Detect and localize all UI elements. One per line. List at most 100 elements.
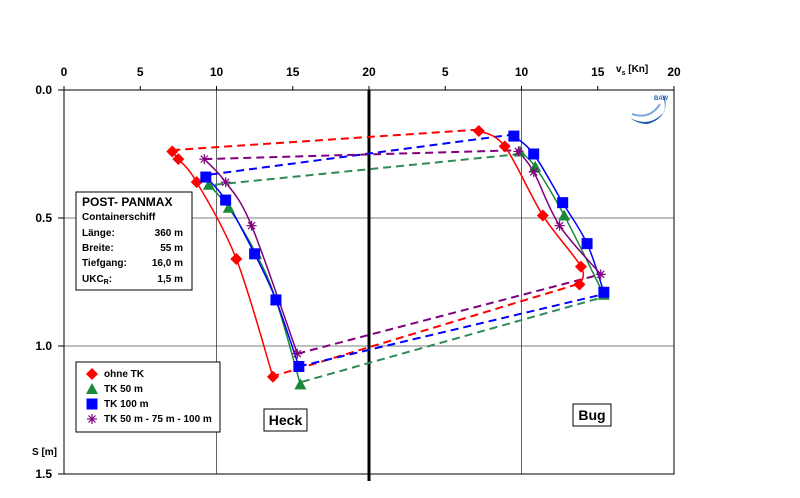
data-point-bug (472, 124, 485, 137)
x-tick-label: 20 (362, 65, 376, 79)
fit-curve-bug (517, 150, 602, 275)
fit-curve-bug (519, 150, 605, 296)
x-axis-ticks: 0 5 10 15 20 5 10 15 20 (61, 65, 681, 90)
info-row-value: 55 m (160, 243, 183, 254)
y-tick-label: 1.5 (35, 467, 52, 481)
panel-label-heck: Heck (263, 408, 308, 432)
data-point-heck (266, 370, 279, 383)
dashed-connector-bottom (271, 283, 577, 378)
data-point-heck (172, 153, 185, 166)
info-row-label: UKCR: (82, 274, 112, 286)
marker-stroke (221, 178, 230, 187)
x-tick-label: 10 (210, 65, 224, 79)
svg-text:Heck: Heck (269, 412, 303, 428)
data-point-bug (558, 209, 571, 221)
data-point-heck (246, 220, 257, 231)
dashed-connector-top (204, 149, 519, 161)
legend-label: ohne TK (104, 369, 145, 380)
data-point-bug (513, 146, 524, 157)
data-point-bug (536, 209, 549, 222)
data-point-heck (249, 248, 261, 260)
x-tick-label: 15 (591, 65, 605, 79)
data-point-heck (293, 360, 305, 372)
svg-text:BAW: BAW (654, 96, 668, 102)
data-point-heck (230, 252, 243, 265)
marker-stroke (293, 349, 302, 358)
fit-curve-heck (203, 158, 299, 354)
x-axis-label: vs [Kn] (616, 64, 648, 77)
data-point-heck (166, 145, 179, 158)
marker-stroke (555, 221, 564, 230)
dashed-connector-top (210, 133, 511, 176)
legend-marker (86, 398, 98, 410)
data-point-bug (508, 130, 520, 142)
data-point-heck (222, 201, 235, 213)
legend: ohne TK TK 50 m TK 100 m TK 50 m - 75 m - 1… (75, 361, 221, 433)
data-markers (166, 124, 610, 390)
data-point-bug (528, 166, 539, 177)
legend-marker (86, 368, 98, 380)
info-title: POST- PANMAX (82, 195, 172, 209)
x-axis-label-main: v (616, 64, 622, 75)
info-row-label: Tiefgang: (82, 258, 127, 269)
info-row-label: Länge: (82, 228, 115, 239)
data-point-bug (573, 278, 586, 291)
data-point-bug (528, 148, 540, 160)
data-point-heck (202, 178, 215, 190)
fit-curve-heck (208, 184, 302, 385)
data-point-heck (220, 194, 232, 206)
data-point-heck (199, 154, 210, 165)
data-point-bug (557, 197, 569, 209)
dashed-connector-top (214, 153, 521, 186)
baw-logo: BAW (630, 94, 668, 124)
dashed-connector-top (172, 128, 478, 152)
y-tick-label: 0.5 (35, 211, 52, 225)
data-point-heck (294, 378, 307, 390)
y-tick-label: 0.0 (35, 83, 52, 97)
info-row-value: 360 m (155, 228, 183, 239)
data-point-heck (200, 171, 212, 183)
marker-stroke (596, 270, 605, 279)
x-tick-label: 15 (286, 65, 300, 79)
marker-stroke (529, 167, 538, 176)
x-tick-label: 10 (515, 65, 529, 79)
x-axis-label-sub: s (622, 70, 626, 77)
data-point-heck (220, 177, 231, 188)
dashed-connector-bottom (297, 273, 602, 355)
marker-stroke (88, 415, 96, 423)
data-point-bug (574, 260, 587, 273)
legend-marker (87, 414, 97, 424)
legend-label: TK 50 m (104, 384, 143, 395)
info-row-label: Breite: (82, 243, 114, 254)
marker-stroke (247, 221, 256, 230)
legend-label: TK 100 m (104, 399, 149, 410)
data-point-bug (595, 269, 606, 280)
fit-curve-heck (205, 176, 300, 367)
x-tick-label: 0 (61, 65, 68, 79)
panel-label-bug: Bug (572, 403, 612, 427)
data-point-bug (529, 160, 542, 172)
legend-label: TK 50 m - 75 m - 100 m (104, 414, 212, 425)
dashed-connectors (172, 128, 603, 383)
data-point-heck (292, 348, 303, 359)
data-point-bug (498, 140, 511, 153)
x-tick-label: 20 (667, 65, 681, 79)
y-axis-label: S [m] (32, 447, 57, 458)
data-point-bug (598, 286, 610, 298)
info-row-value: 1,5 m (157, 274, 183, 285)
legend-marker (86, 383, 98, 394)
y-tick-label: 1.0 (35, 339, 52, 353)
data-point-bug (581, 238, 593, 250)
x-axis-label-unit: [Kn] (625, 64, 648, 75)
data-point-heck (190, 176, 203, 189)
dashed-connector-bottom (301, 296, 603, 383)
data-point-heck (270, 294, 282, 306)
y-axis-ticks: 0.0 0.5 1.0 1.5 (35, 83, 64, 481)
ship-info-box: POST- PANMAX Containerschiff Länge: 360 … (75, 191, 193, 291)
marker-stroke (514, 147, 523, 156)
info-row-value: 16,0 m (152, 258, 183, 269)
info-subtitle: Containerschiff (82, 212, 156, 223)
x-tick-label: 5 (442, 65, 449, 79)
svg-text:Bug: Bug (578, 407, 605, 423)
